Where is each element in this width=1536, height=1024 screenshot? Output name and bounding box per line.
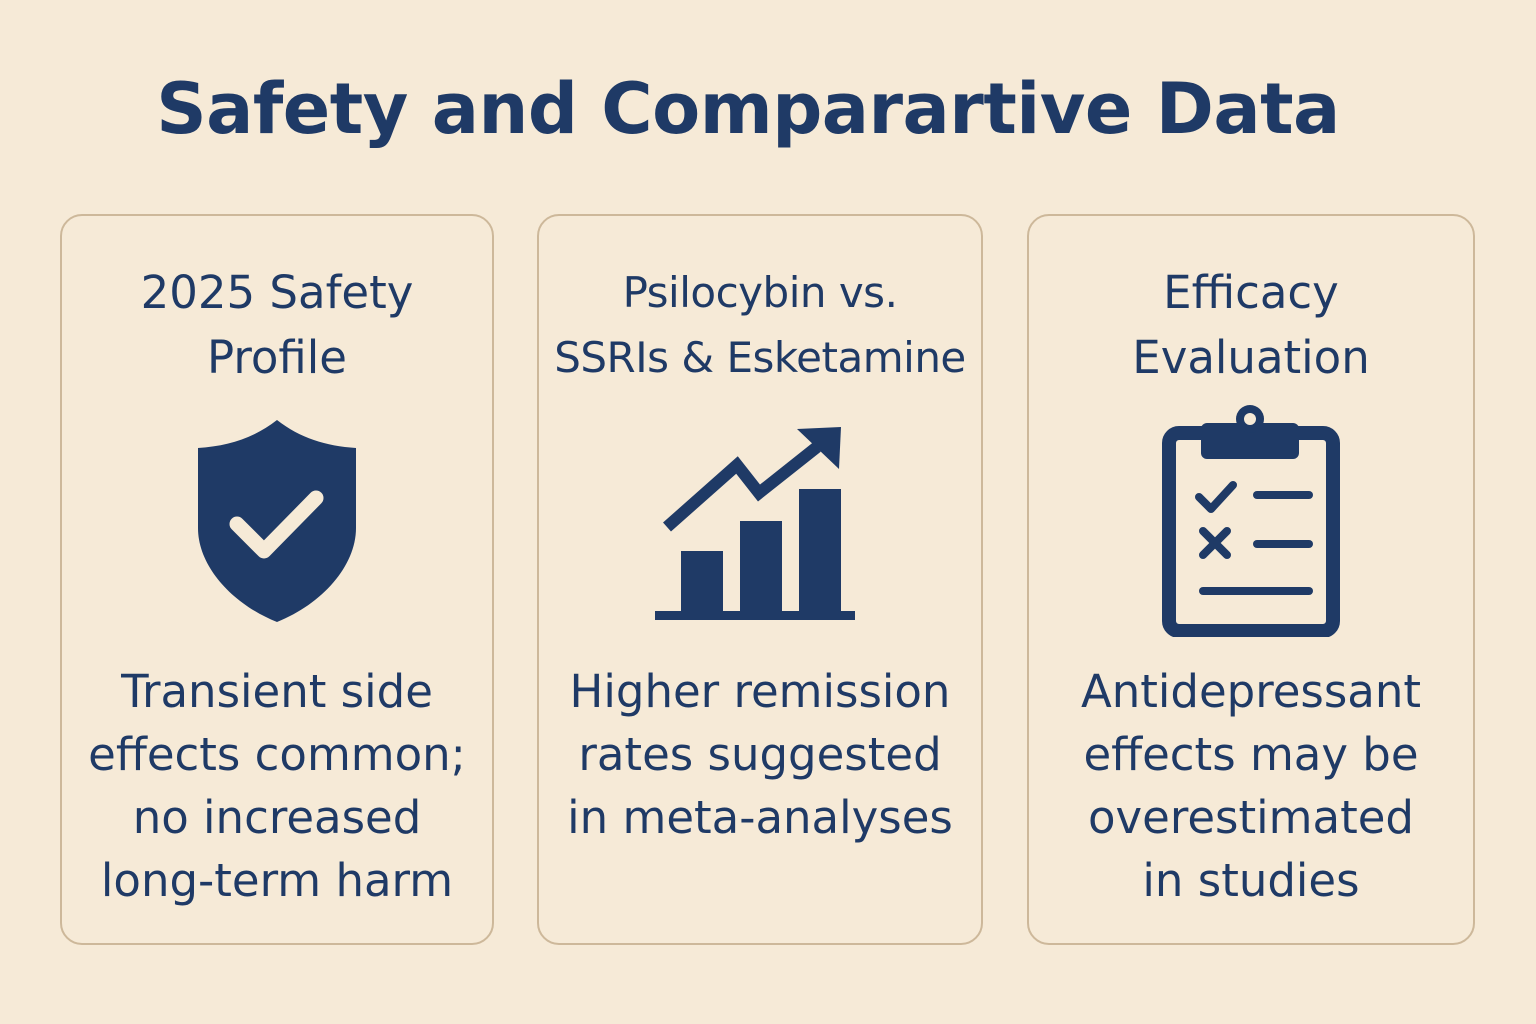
card-psilocybin-comparison: Psilocybin vs. SSRIs & Esketamine Higher…: [537, 214, 983, 945]
card-body: Transient side effects common; no increa…: [88, 665, 466, 907]
card-safety-profile: 2025 Safety Profile Transient side effec…: [60, 214, 494, 945]
clipboard-checklist-icon: [1029, 405, 1473, 637]
card-title: Psilocybin vs. SSRIs & Esketamine: [554, 268, 966, 382]
bar-chart-trend-up-icon: [539, 406, 981, 636]
card-title: 2025 Safety Profile: [140, 266, 414, 384]
card-title: Efficacy Evaluation: [1132, 266, 1370, 384]
page-title: Safety and Comparartive Data: [156, 68, 1340, 150]
shield-check-icon: [62, 406, 492, 636]
card-efficacy-evaluation: Efficacy Evaluation Antidepressant effec…: [1027, 214, 1475, 945]
card-body: Antidepressant effects may be overestima…: [1080, 665, 1422, 907]
card-body: Higher remission rates suggested in meta…: [567, 665, 953, 844]
